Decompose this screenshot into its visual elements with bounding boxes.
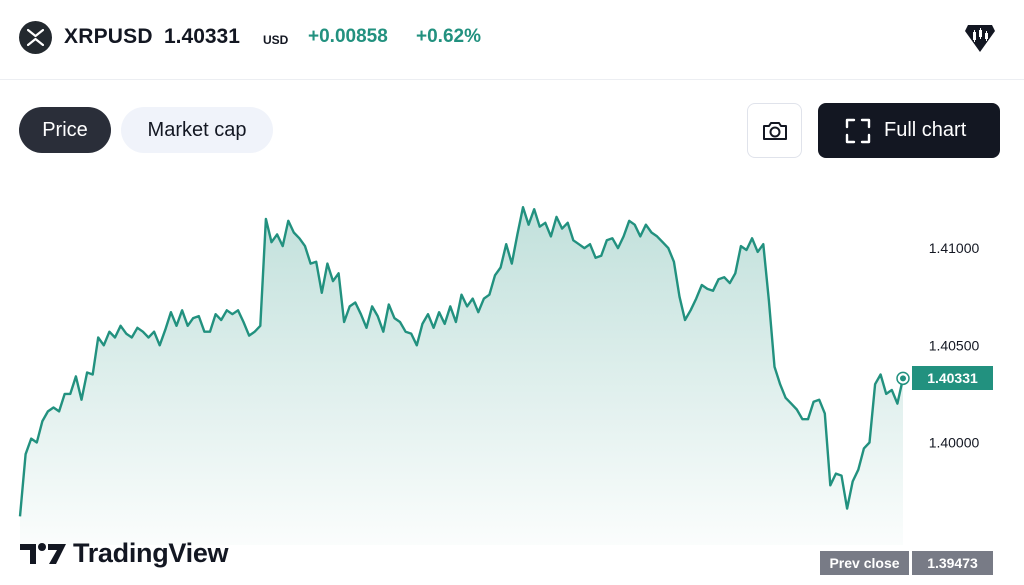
y-tick-label: 1.41000 — [929, 240, 980, 256]
prev-close-value: 1.39473 — [912, 551, 993, 575]
tradingview-wordmark: TradingView — [73, 538, 229, 568]
price-line — [18, 206, 905, 517]
y-tick-label: 1.40500 — [929, 337, 980, 353]
price-change-percent: +0.62% — [416, 26, 481, 47]
full-chart-label: Full chart — [884, 119, 967, 141]
last-price-marker-core — [900, 375, 906, 382]
y-tick-label: 1.40000 — [929, 435, 980, 451]
symbol-header: XRPUSD 1.40331 USD +0.00858 +0.62% — [0, 0, 1024, 80]
prev-close-label: Prev close — [820, 551, 909, 575]
y-axis: 1.41000 1.40500 1.40000 — [929, 240, 980, 450]
tradingview-logo-icon — [20, 543, 66, 564]
price-change: +0.00858 — [308, 26, 388, 47]
tradingview-brand-icon[interactable] — [962, 21, 998, 55]
last-price: 1.40331 — [164, 25, 240, 48]
full-chart-button[interactable]: Full chart — [818, 103, 1000, 158]
symbol-name[interactable]: XRPUSD — [64, 25, 153, 48]
currency-code: USD — [263, 33, 289, 47]
price-area-fill — [20, 207, 903, 545]
xrp-logo-icon — [19, 21, 52, 54]
tab-market-cap[interactable]: Market cap — [121, 107, 273, 153]
screenshot-button[interactable] — [747, 103, 802, 158]
camera-icon — [763, 122, 787, 140]
fullscreen-icon — [845, 118, 871, 144]
last-price-axis-label: 1.40331 — [912, 366, 993, 391]
tab-price[interactable]: Price — [19, 107, 111, 153]
